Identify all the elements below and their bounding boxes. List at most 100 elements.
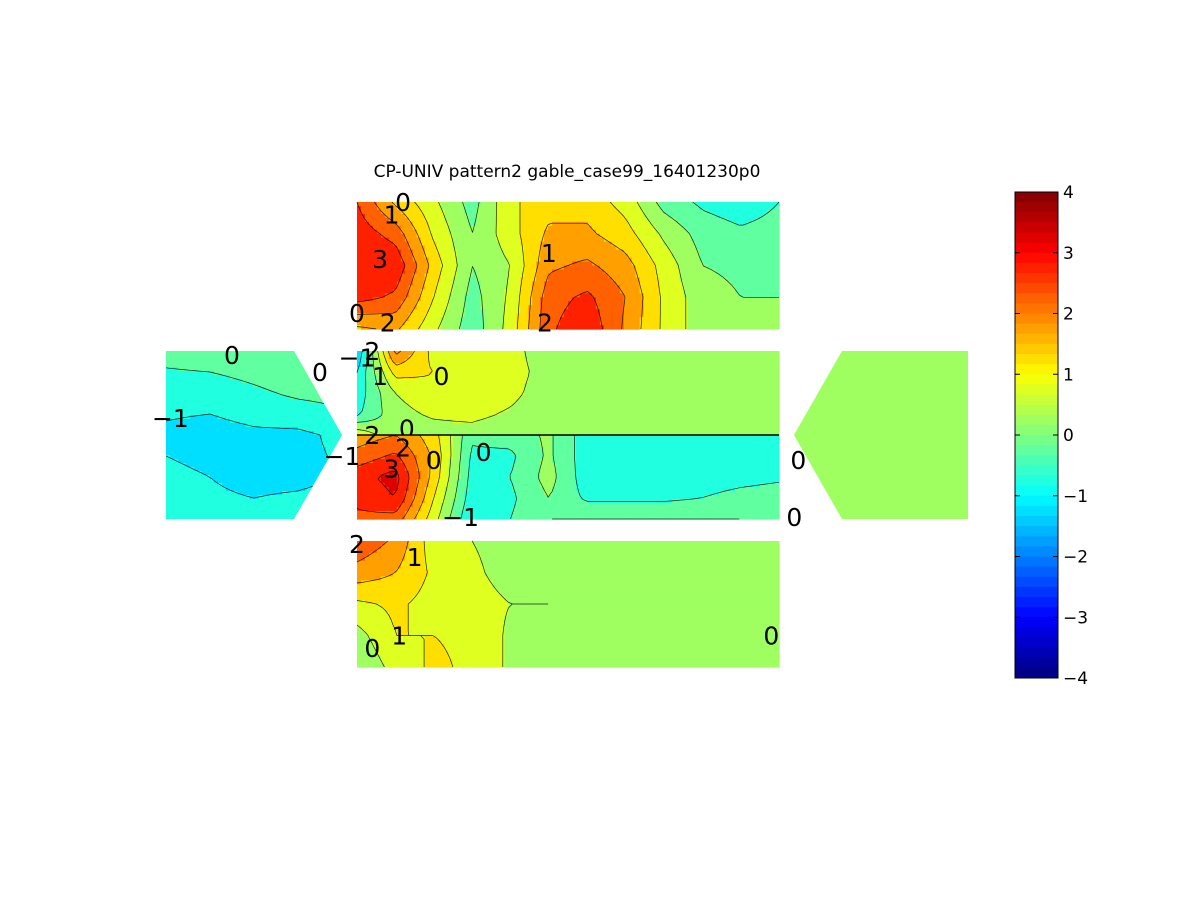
contour-cell xyxy=(516,241,521,247)
contour-cell xyxy=(452,257,458,263)
contour-cell xyxy=(468,277,474,282)
contour-cell xyxy=(647,269,653,275)
contour-cell xyxy=(659,351,665,356)
contour-cell xyxy=(651,325,657,330)
contour-cell xyxy=(380,293,386,298)
contour-cell xyxy=(504,375,509,380)
contour-cell xyxy=(496,253,501,259)
contour-cell xyxy=(400,285,406,290)
contour-label: 1 xyxy=(384,201,400,230)
contour-cell xyxy=(763,367,768,372)
contour-cell xyxy=(771,363,776,368)
contour-cell xyxy=(540,407,545,412)
contour-cell xyxy=(619,221,625,227)
contour-cell xyxy=(404,395,410,400)
contour-cell xyxy=(368,229,374,235)
contour-cell xyxy=(540,351,545,356)
contour-cell xyxy=(508,261,513,267)
contour-cell xyxy=(357,355,362,360)
contour-cell xyxy=(464,265,470,271)
contour-cell xyxy=(448,285,454,290)
contour-cell xyxy=(743,379,748,384)
contour-cell xyxy=(360,359,366,364)
contour-cell xyxy=(472,265,478,271)
contour-cell xyxy=(603,221,609,227)
contour-cell xyxy=(591,253,597,259)
contour-cell xyxy=(763,269,768,275)
contour-cell xyxy=(436,305,442,310)
contour-cell xyxy=(400,407,406,412)
contour-cell xyxy=(699,209,704,215)
contour-cell xyxy=(611,375,617,380)
contour-cell xyxy=(607,355,613,360)
contour-cell xyxy=(755,261,760,267)
contour-cell xyxy=(536,253,541,259)
contour-cell xyxy=(659,225,665,231)
contour-cell xyxy=(528,205,533,211)
contour-cell xyxy=(771,313,776,318)
contour-cell xyxy=(643,359,649,364)
contour-cell xyxy=(380,379,386,384)
contour-cell xyxy=(376,301,382,306)
contour-cell xyxy=(639,273,645,279)
contour-cell xyxy=(723,249,728,255)
contour-cell xyxy=(464,257,470,263)
contour-cell xyxy=(723,229,728,235)
contour-cell xyxy=(416,371,422,376)
contour-cell xyxy=(647,379,653,384)
contour-cell xyxy=(424,209,430,215)
contour-cell xyxy=(492,387,497,392)
contour-cell xyxy=(468,229,474,235)
contour-cell xyxy=(520,202,525,207)
contour-cell xyxy=(444,395,450,400)
contour-cell xyxy=(639,379,645,384)
contour-cell xyxy=(579,309,585,314)
contour-cell xyxy=(508,233,513,239)
contour-cell xyxy=(388,257,394,263)
contour-cell xyxy=(384,293,390,298)
contour-cell xyxy=(468,309,474,314)
contour-cell xyxy=(536,269,541,275)
contour-cell xyxy=(727,229,732,235)
contour-cell xyxy=(731,261,736,267)
contour-cell xyxy=(619,367,625,372)
contour-cell xyxy=(524,249,529,255)
contour-cell xyxy=(552,309,557,314)
contour-cell xyxy=(384,351,390,356)
contour-cell xyxy=(731,289,736,294)
contour-cell xyxy=(456,325,462,330)
contour-cell xyxy=(755,249,760,255)
contour-cell xyxy=(452,237,458,243)
contour-cell xyxy=(639,367,645,372)
contour-cell xyxy=(488,387,493,392)
contour-cell xyxy=(571,305,577,310)
contour-cell xyxy=(432,313,438,318)
contour-cell xyxy=(743,217,748,223)
contour-cell xyxy=(384,367,390,372)
contour-cell xyxy=(444,375,450,380)
contour-cell xyxy=(548,261,553,267)
contour-cell xyxy=(508,237,513,243)
contour-cell xyxy=(595,237,601,243)
contour-cell xyxy=(524,387,529,392)
contour-cell xyxy=(516,273,521,279)
contour-cell xyxy=(611,391,617,396)
contour-cell xyxy=(456,383,462,388)
contour-cell xyxy=(408,241,414,247)
contour-cell xyxy=(392,249,398,255)
contour-cell xyxy=(643,371,649,376)
contour-cell xyxy=(404,367,410,372)
contour-cell xyxy=(603,225,609,231)
contour-cell xyxy=(524,265,529,271)
contour-cell xyxy=(512,355,517,360)
contour-cell xyxy=(715,265,720,271)
contour-cell xyxy=(599,209,605,215)
contour-cell xyxy=(583,321,589,326)
contour-cell xyxy=(735,241,740,247)
contour-cell xyxy=(727,241,732,247)
contour-cell xyxy=(448,363,454,368)
contour-cell xyxy=(763,285,768,290)
contour-cell xyxy=(731,213,736,219)
contour-cell xyxy=(767,293,772,298)
contour-cell xyxy=(372,317,378,322)
